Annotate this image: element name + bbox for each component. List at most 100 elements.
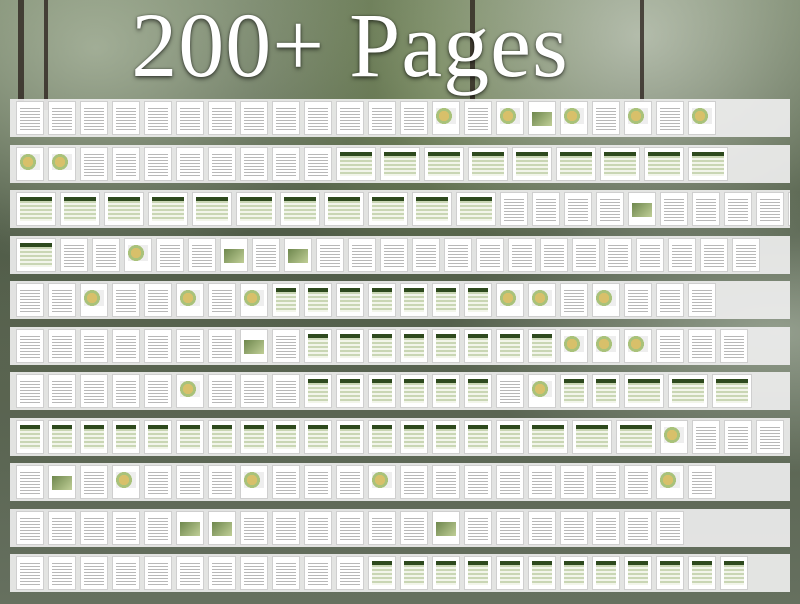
page-thumbnail [48, 374, 76, 408]
page-thumbnail [496, 374, 524, 408]
page-thumbnail [48, 465, 76, 499]
thumbnail-row [10, 281, 790, 319]
page-thumbnail [668, 374, 708, 408]
page-thumbnail [496, 510, 524, 545]
page-thumbnail [496, 556, 524, 590]
page-thumbnail [304, 374, 332, 408]
page-thumbnail [148, 192, 188, 226]
page-thumbnail [316, 237, 344, 272]
page-thumbnail [48, 556, 76, 590]
page-thumbnail [80, 374, 108, 408]
page-thumbnail [656, 283, 684, 317]
page-thumbnail [528, 510, 556, 545]
page-thumbnail [112, 374, 140, 408]
page-thumbnail [432, 510, 460, 545]
page-thumbnail [336, 419, 364, 454]
tree-trunk [640, 0, 644, 110]
page-thumbnail [208, 510, 236, 545]
page-thumbnail [624, 510, 652, 545]
page-thumbnail [624, 465, 652, 499]
page-thumbnail [144, 328, 172, 363]
page-thumbnail [208, 419, 236, 454]
page-thumbnail [16, 465, 44, 499]
page-thumbnail [336, 556, 364, 590]
page-thumbnail [660, 419, 688, 454]
page-thumbnail [112, 146, 140, 181]
page-thumbnail [324, 192, 364, 226]
page-thumbnail [412, 237, 440, 272]
page-thumbnail [176, 510, 204, 545]
page-thumbnail [688, 328, 716, 363]
page-thumbnail [272, 328, 300, 363]
page-thumbnail [464, 283, 492, 317]
page-thumbnail [624, 283, 652, 317]
page-thumbnail [144, 465, 172, 499]
page-thumbnail [144, 510, 172, 545]
page-thumbnail [496, 101, 524, 135]
page-thumbnail [528, 465, 556, 499]
page-thumbnail [380, 146, 420, 181]
page-thumbnail [464, 374, 492, 408]
page-thumbnail [464, 328, 492, 363]
page-thumbnail [348, 237, 376, 272]
page-thumbnail [368, 328, 396, 363]
page-thumbnail [368, 556, 396, 590]
page-thumbnail [208, 146, 236, 181]
page-thumbnail [592, 465, 620, 499]
page-thumbnail [112, 556, 140, 590]
page-thumbnail [156, 237, 184, 272]
page-thumbnail [336, 510, 364, 545]
page-thumbnail [236, 192, 276, 226]
page-thumbnail [656, 328, 684, 363]
page-thumbnail [660, 192, 688, 226]
page-thumbnail [400, 374, 428, 408]
thumbnail-row [10, 554, 790, 592]
page-thumbnail [208, 328, 236, 363]
page-thumbnail [144, 556, 172, 590]
page-thumbnail [592, 556, 620, 590]
page-thumbnail [508, 237, 536, 272]
page-thumbnail [528, 283, 556, 317]
page-thumbnail [656, 465, 684, 499]
page-thumbnail [240, 374, 268, 408]
page-thumbnail [240, 556, 268, 590]
page-thumbnail [48, 283, 76, 317]
page-thumbnail [284, 237, 312, 272]
page-thumbnail [176, 419, 204, 454]
page-thumbnail [572, 237, 600, 272]
page-thumbnail [464, 101, 492, 135]
page-thumbnail [656, 556, 684, 590]
page-thumbnail [304, 419, 332, 454]
page-thumbnail [624, 556, 652, 590]
thumbnail-row [10, 417, 790, 456]
page-thumbnail [16, 328, 44, 363]
page-thumbnail [48, 101, 76, 135]
page-thumbnail [240, 146, 268, 181]
page-thumbnail [496, 465, 524, 499]
page-thumbnail [540, 237, 568, 272]
page-thumbnail [336, 283, 364, 317]
thumbnail-row [10, 190, 790, 228]
page-thumbnail [528, 419, 568, 454]
page-thumbnail [424, 146, 464, 181]
thumbnail-row [10, 326, 790, 365]
page-thumbnail [592, 510, 620, 545]
page-thumbnail [528, 556, 556, 590]
page-thumbnail [240, 465, 268, 499]
page-thumbnail [80, 510, 108, 545]
page-thumbnail [532, 192, 560, 226]
page-thumbnail [720, 328, 748, 363]
page-thumbnail [692, 192, 720, 226]
page-thumbnail [48, 510, 76, 545]
page-thumbnail [604, 237, 632, 272]
page-thumbnail [48, 419, 76, 454]
page-thumbnail [176, 101, 204, 135]
page-thumbnail [688, 101, 716, 135]
page-thumbnail [368, 465, 396, 499]
page-thumbnail [272, 556, 300, 590]
page-thumbnail [464, 419, 492, 454]
page-thumbnail [368, 192, 408, 226]
page-title: 200+ Pages [131, 0, 569, 96]
page-thumbnail [272, 101, 300, 135]
page-thumbnail [444, 237, 472, 272]
